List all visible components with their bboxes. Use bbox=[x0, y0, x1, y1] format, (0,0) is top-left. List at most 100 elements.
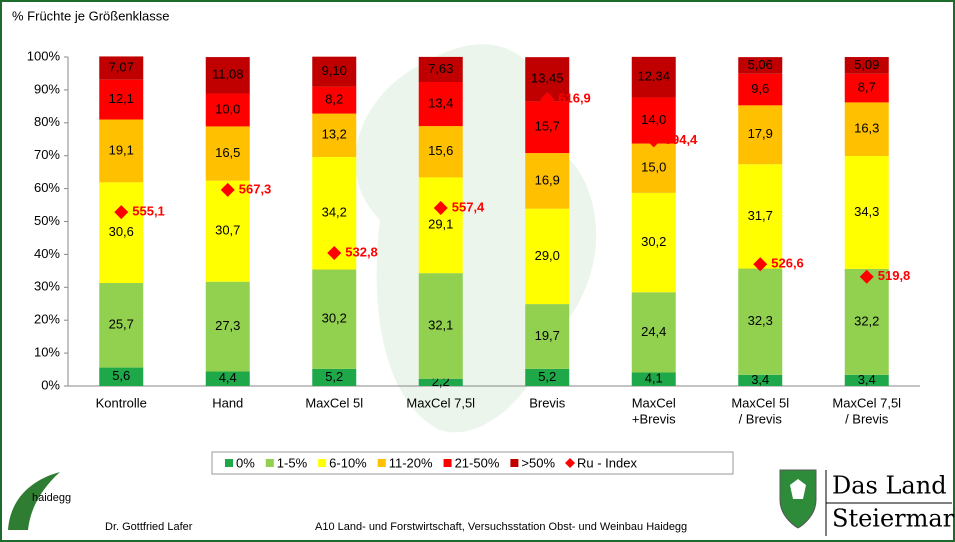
bar-segment bbox=[844, 374, 889, 386]
legend-swatch bbox=[318, 459, 327, 467]
ru-label: 567,3 bbox=[239, 181, 272, 196]
bar-segment bbox=[312, 368, 357, 386]
legend-label: 1-5% bbox=[277, 455, 308, 470]
y-tick-label: 50% bbox=[34, 213, 60, 228]
x-tick-label: MaxCel bbox=[632, 395, 676, 410]
bar-segment bbox=[631, 292, 676, 373]
author: Dr. Gottfried Lafer bbox=[105, 521, 193, 533]
bar-segment bbox=[418, 82, 463, 127]
brand: haidegg bbox=[32, 492, 71, 504]
legend-label: 11-20% bbox=[389, 455, 433, 470]
seg-label: 13,4 bbox=[428, 95, 453, 110]
institute: A10 Land- und Forstwirtschaft, Versuchss… bbox=[315, 521, 687, 533]
logo-text: Das Land bbox=[832, 472, 947, 500]
seg-label: 5,2 bbox=[325, 369, 343, 384]
bar-segment bbox=[525, 208, 570, 305]
bar-segment bbox=[844, 268, 889, 375]
seg-label: 16,9 bbox=[535, 172, 560, 187]
bar-segment bbox=[99, 119, 144, 183]
legend-swatch bbox=[265, 459, 274, 467]
ru-marker bbox=[327, 245, 342, 260]
y-tick-label: 60% bbox=[34, 180, 60, 195]
seg-label: 13,2 bbox=[322, 127, 347, 142]
y-tick-label: 100% bbox=[27, 48, 61, 63]
seg-label: 3,4 bbox=[751, 372, 769, 387]
seg-label: 34,3 bbox=[854, 204, 879, 219]
seg-label: 17,9 bbox=[748, 126, 773, 141]
bar-segment bbox=[631, 143, 676, 193]
bar-segment bbox=[312, 269, 357, 369]
legend-label: 6-10% bbox=[329, 455, 367, 470]
x-tick-label: MaxCel 5l bbox=[305, 395, 363, 410]
ru-marker bbox=[433, 200, 448, 215]
y-tick-label: 80% bbox=[34, 114, 60, 129]
bar-segment bbox=[418, 273, 463, 379]
seg-label: 8,7 bbox=[858, 80, 876, 95]
bar-segment bbox=[99, 182, 144, 284]
bar-segment bbox=[738, 73, 783, 106]
y-tick-label: 20% bbox=[34, 312, 60, 327]
bar-segment bbox=[205, 126, 250, 181]
bar-segment bbox=[738, 268, 783, 375]
ru-label: 616,9 bbox=[558, 91, 591, 106]
bar-segment bbox=[738, 57, 783, 74]
seg-label: 25,7 bbox=[109, 317, 134, 332]
bar-segment bbox=[418, 177, 463, 274]
y-tick-label: 30% bbox=[34, 279, 60, 294]
ru-marker bbox=[220, 182, 235, 197]
seg-label: 16,5 bbox=[215, 145, 240, 160]
x-tick-label: / Brevis bbox=[845, 411, 889, 426]
chart-title: % Früchte je Größenklasse bbox=[12, 8, 170, 23]
bar-segment bbox=[205, 57, 250, 94]
ru-label: 532,8 bbox=[345, 244, 378, 259]
seg-label: 19,7 bbox=[535, 328, 560, 343]
ru-marker bbox=[114, 205, 129, 220]
x-tick-label: MaxCel 7,5l bbox=[832, 395, 901, 410]
seg-label: 30,7 bbox=[215, 223, 240, 238]
bar-segment bbox=[418, 56, 463, 83]
ru-marker bbox=[646, 133, 661, 148]
seg-label: 5,09 bbox=[854, 57, 879, 72]
bar-segment bbox=[844, 156, 889, 269]
ru-marker bbox=[540, 92, 555, 107]
seg-label: 12,34 bbox=[637, 69, 670, 84]
seg-label: 15,6 bbox=[428, 143, 453, 158]
seg-label: 10,0 bbox=[215, 101, 240, 116]
seg-label: 8,2 bbox=[325, 92, 343, 107]
seg-label: 7,07 bbox=[109, 60, 134, 75]
seg-label: 7,63 bbox=[428, 61, 453, 76]
seg-label: 13,45 bbox=[531, 71, 564, 86]
bar-segment bbox=[738, 374, 783, 386]
coat-of-arms-panther bbox=[790, 479, 806, 499]
bar-segment bbox=[631, 56, 676, 98]
y-tick-label: 70% bbox=[34, 147, 60, 162]
x-tick-label: MaxCel 7,5l bbox=[406, 395, 475, 410]
legend-marker bbox=[565, 458, 576, 468]
seg-label: 15,0 bbox=[641, 160, 666, 175]
bar-segment bbox=[631, 372, 676, 386]
seg-label: 5,06 bbox=[748, 57, 773, 72]
ru-label: 526,6 bbox=[771, 256, 804, 271]
seg-label: 29,0 bbox=[535, 248, 560, 263]
legend-label: 0% bbox=[236, 455, 255, 470]
seg-label: 4,1 bbox=[645, 371, 663, 386]
x-tick-label: Brevis bbox=[529, 395, 566, 410]
seg-label: 32,3 bbox=[748, 313, 773, 328]
seg-label: 9,6 bbox=[751, 81, 769, 96]
seg-label: 5,6 bbox=[112, 368, 130, 383]
seg-label: 32,2 bbox=[854, 313, 879, 328]
legend-label: 21-50% bbox=[455, 455, 500, 470]
bar-segment bbox=[99, 56, 144, 80]
ru-label: 555,1 bbox=[132, 204, 165, 219]
seg-label: 27,3 bbox=[215, 318, 240, 333]
seg-label: 24,4 bbox=[641, 324, 666, 339]
legend-swatch bbox=[377, 459, 386, 467]
legend-label: Ru - Index bbox=[577, 455, 637, 470]
seg-label: 4,4 bbox=[219, 370, 237, 385]
x-tick-label: +Brevis bbox=[632, 411, 676, 426]
y-tick-label: 10% bbox=[34, 345, 60, 360]
seg-label: 11,08 bbox=[212, 67, 244, 82]
seg-label: 34,2 bbox=[322, 205, 347, 220]
y-tick-label: 40% bbox=[34, 246, 60, 261]
bar-segment bbox=[738, 105, 783, 165]
